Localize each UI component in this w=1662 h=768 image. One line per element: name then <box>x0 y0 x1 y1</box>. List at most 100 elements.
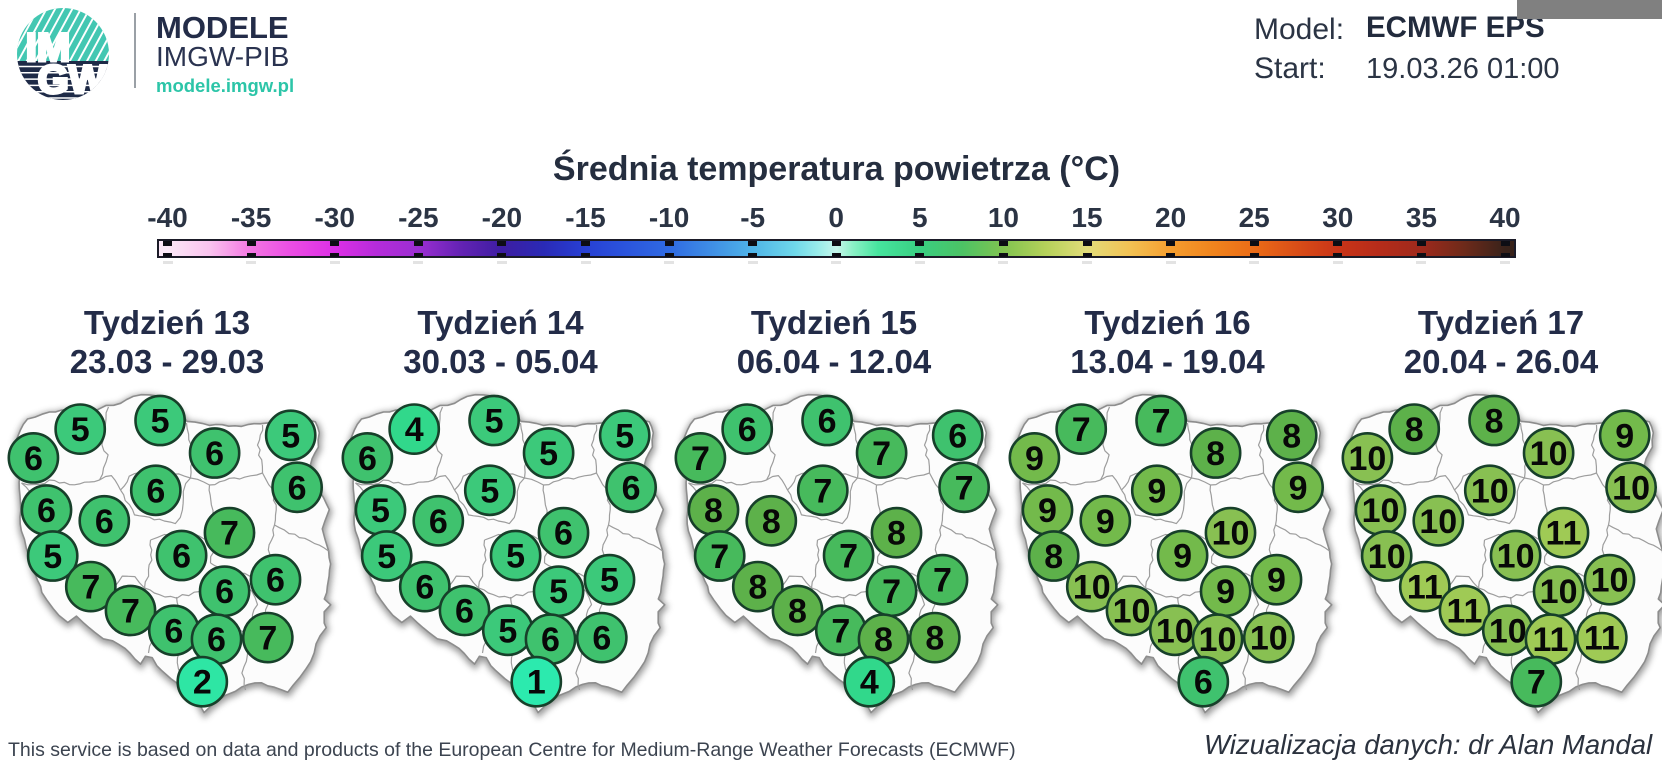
svg-text:7: 7 <box>121 593 140 631</box>
svg-text:11: 11 <box>1407 569 1443 607</box>
svg-text:10: 10 <box>1419 503 1457 541</box>
svg-text:6: 6 <box>541 621 560 659</box>
svg-text:6: 6 <box>818 403 837 441</box>
svg-text:10: 10 <box>1112 593 1150 631</box>
svg-text:5: 5 <box>480 472 499 510</box>
svg-text:9: 9 <box>1216 573 1235 611</box>
svg-text:6: 6 <box>24 440 43 478</box>
svg-text:8: 8 <box>748 569 767 607</box>
svg-text:10: 10 <box>1072 569 1110 607</box>
svg-text:8: 8 <box>1485 403 1504 441</box>
svg-text:5: 5 <box>539 435 558 473</box>
svg-text:10: 10 <box>1368 538 1406 576</box>
svg-text:7: 7 <box>813 472 832 510</box>
svg-text:IM: IM <box>26 26 70 70</box>
svg-text:GW: GW <box>38 58 107 102</box>
svg-text:5: 5 <box>371 492 390 530</box>
svg-text:5: 5 <box>498 612 517 650</box>
svg-text:8: 8 <box>704 492 723 530</box>
svg-text:7: 7 <box>81 569 100 607</box>
svg-text:10: 10 <box>1591 562 1629 600</box>
svg-text:6: 6 <box>266 562 285 600</box>
svg-text:6: 6 <box>1193 664 1212 702</box>
svg-text:7: 7 <box>691 440 710 478</box>
svg-text:6: 6 <box>288 469 307 507</box>
svg-text:11: 11 <box>1447 593 1483 631</box>
svg-text:5: 5 <box>71 411 90 449</box>
svg-text:7: 7 <box>220 515 239 553</box>
svg-text:8: 8 <box>762 503 781 541</box>
svg-text:4: 4 <box>404 411 423 449</box>
svg-text:9: 9 <box>1024 440 1043 478</box>
svg-text:10: 10 <box>1211 515 1249 553</box>
svg-text:8: 8 <box>1282 417 1301 455</box>
svg-text:5: 5 <box>615 417 634 455</box>
svg-text:7: 7 <box>1151 403 1170 441</box>
svg-text:10: 10 <box>1362 492 1400 530</box>
svg-text:10: 10 <box>1530 435 1568 473</box>
svg-text:10: 10 <box>1249 620 1287 658</box>
svg-text:10: 10 <box>1198 621 1236 659</box>
svg-text:6: 6 <box>172 538 191 576</box>
svg-text:6: 6 <box>164 612 183 650</box>
svg-text:8: 8 <box>925 620 944 658</box>
svg-text:6: 6 <box>37 492 56 530</box>
svg-text:1: 1 <box>526 664 545 702</box>
svg-text:6: 6 <box>428 503 447 541</box>
svg-text:11: 11 <box>1533 621 1569 659</box>
svg-text:10: 10 <box>1612 469 1650 507</box>
svg-text:11: 11 <box>1546 515 1582 553</box>
svg-text:6: 6 <box>357 440 376 478</box>
svg-text:8: 8 <box>1206 435 1225 473</box>
svg-text:8: 8 <box>1405 411 1424 449</box>
svg-text:5: 5 <box>506 538 525 576</box>
svg-text:7: 7 <box>955 469 974 507</box>
svg-text:9: 9 <box>1095 503 1114 541</box>
svg-text:6: 6 <box>554 515 573 553</box>
svg-text:9: 9 <box>1147 472 1166 510</box>
svg-text:10: 10 <box>1348 440 1386 478</box>
svg-text:9: 9 <box>1173 538 1192 576</box>
svg-text:5: 5 <box>281 417 300 455</box>
svg-text:10: 10 <box>1155 612 1193 650</box>
svg-text:7: 7 <box>1527 664 1546 702</box>
svg-text:7: 7 <box>1071 411 1090 449</box>
svg-text:9: 9 <box>1288 469 1307 507</box>
svg-text:6: 6 <box>205 435 224 473</box>
svg-text:8: 8 <box>874 621 893 659</box>
svg-text:8: 8 <box>788 593 807 631</box>
svg-text:5: 5 <box>377 538 396 576</box>
svg-text:9: 9 <box>1267 562 1286 600</box>
svg-text:6: 6 <box>146 472 165 510</box>
svg-text:6: 6 <box>738 411 757 449</box>
svg-text:6: 6 <box>415 569 434 607</box>
svg-text:2: 2 <box>193 664 212 702</box>
svg-text:10: 10 <box>1540 573 1578 611</box>
svg-text:7: 7 <box>933 562 952 600</box>
svg-text:11: 11 <box>1584 620 1620 658</box>
svg-text:6: 6 <box>207 621 226 659</box>
svg-text:6: 6 <box>592 620 611 658</box>
svg-text:9: 9 <box>1615 417 1634 455</box>
svg-text:6: 6 <box>621 469 640 507</box>
svg-text:5: 5 <box>151 403 170 441</box>
svg-text:7: 7 <box>258 620 277 658</box>
svg-text:5: 5 <box>549 573 568 611</box>
svg-text:7: 7 <box>872 435 891 473</box>
svg-text:5: 5 <box>43 538 62 576</box>
svg-text:10: 10 <box>1497 538 1535 576</box>
svg-text:6: 6 <box>948 417 967 455</box>
svg-text:7: 7 <box>710 538 729 576</box>
svg-text:8: 8 <box>887 515 906 553</box>
svg-text:9: 9 <box>1038 492 1057 530</box>
svg-text:5: 5 <box>600 562 619 600</box>
svg-text:7: 7 <box>882 573 901 611</box>
svg-text:8: 8 <box>1044 538 1063 576</box>
svg-text:7: 7 <box>831 612 850 650</box>
svg-text:7: 7 <box>839 538 858 576</box>
svg-text:4: 4 <box>860 664 879 702</box>
svg-text:6: 6 <box>215 573 234 611</box>
svg-text:10: 10 <box>1489 612 1527 650</box>
svg-text:10: 10 <box>1471 472 1509 510</box>
svg-text:6: 6 <box>95 503 114 541</box>
